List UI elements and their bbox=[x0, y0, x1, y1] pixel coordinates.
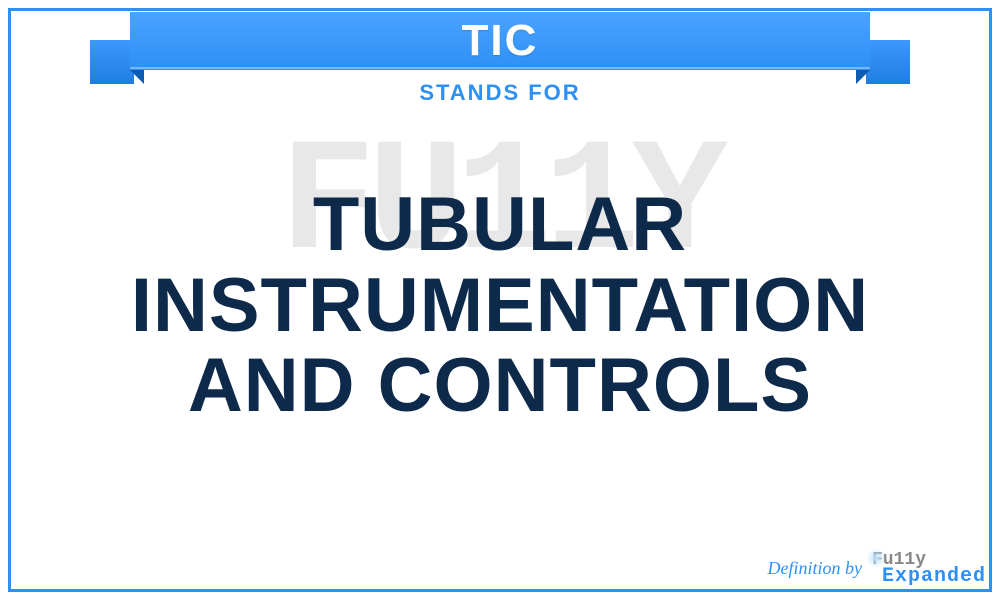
ribbon-main: TIC bbox=[130, 12, 870, 70]
definition-by-label: Definition by bbox=[768, 558, 862, 579]
definition-text: TUBULAR INSTRUMENTATION AND CONTROLS bbox=[50, 185, 950, 427]
footer: Definition by Fu11y Expanded bbox=[768, 552, 977, 586]
logo-bottom-text: Expanded bbox=[882, 568, 986, 586]
stands-for-label: STANDS FOR bbox=[0, 80, 1000, 106]
brand-logo: Fu11y Expanded bbox=[872, 552, 976, 586]
ribbon-banner: TIC bbox=[90, 12, 910, 84]
ribbon-tail-right bbox=[866, 40, 910, 84]
acronym-text: TIC bbox=[462, 16, 539, 66]
ribbon-tail-left bbox=[90, 40, 134, 84]
